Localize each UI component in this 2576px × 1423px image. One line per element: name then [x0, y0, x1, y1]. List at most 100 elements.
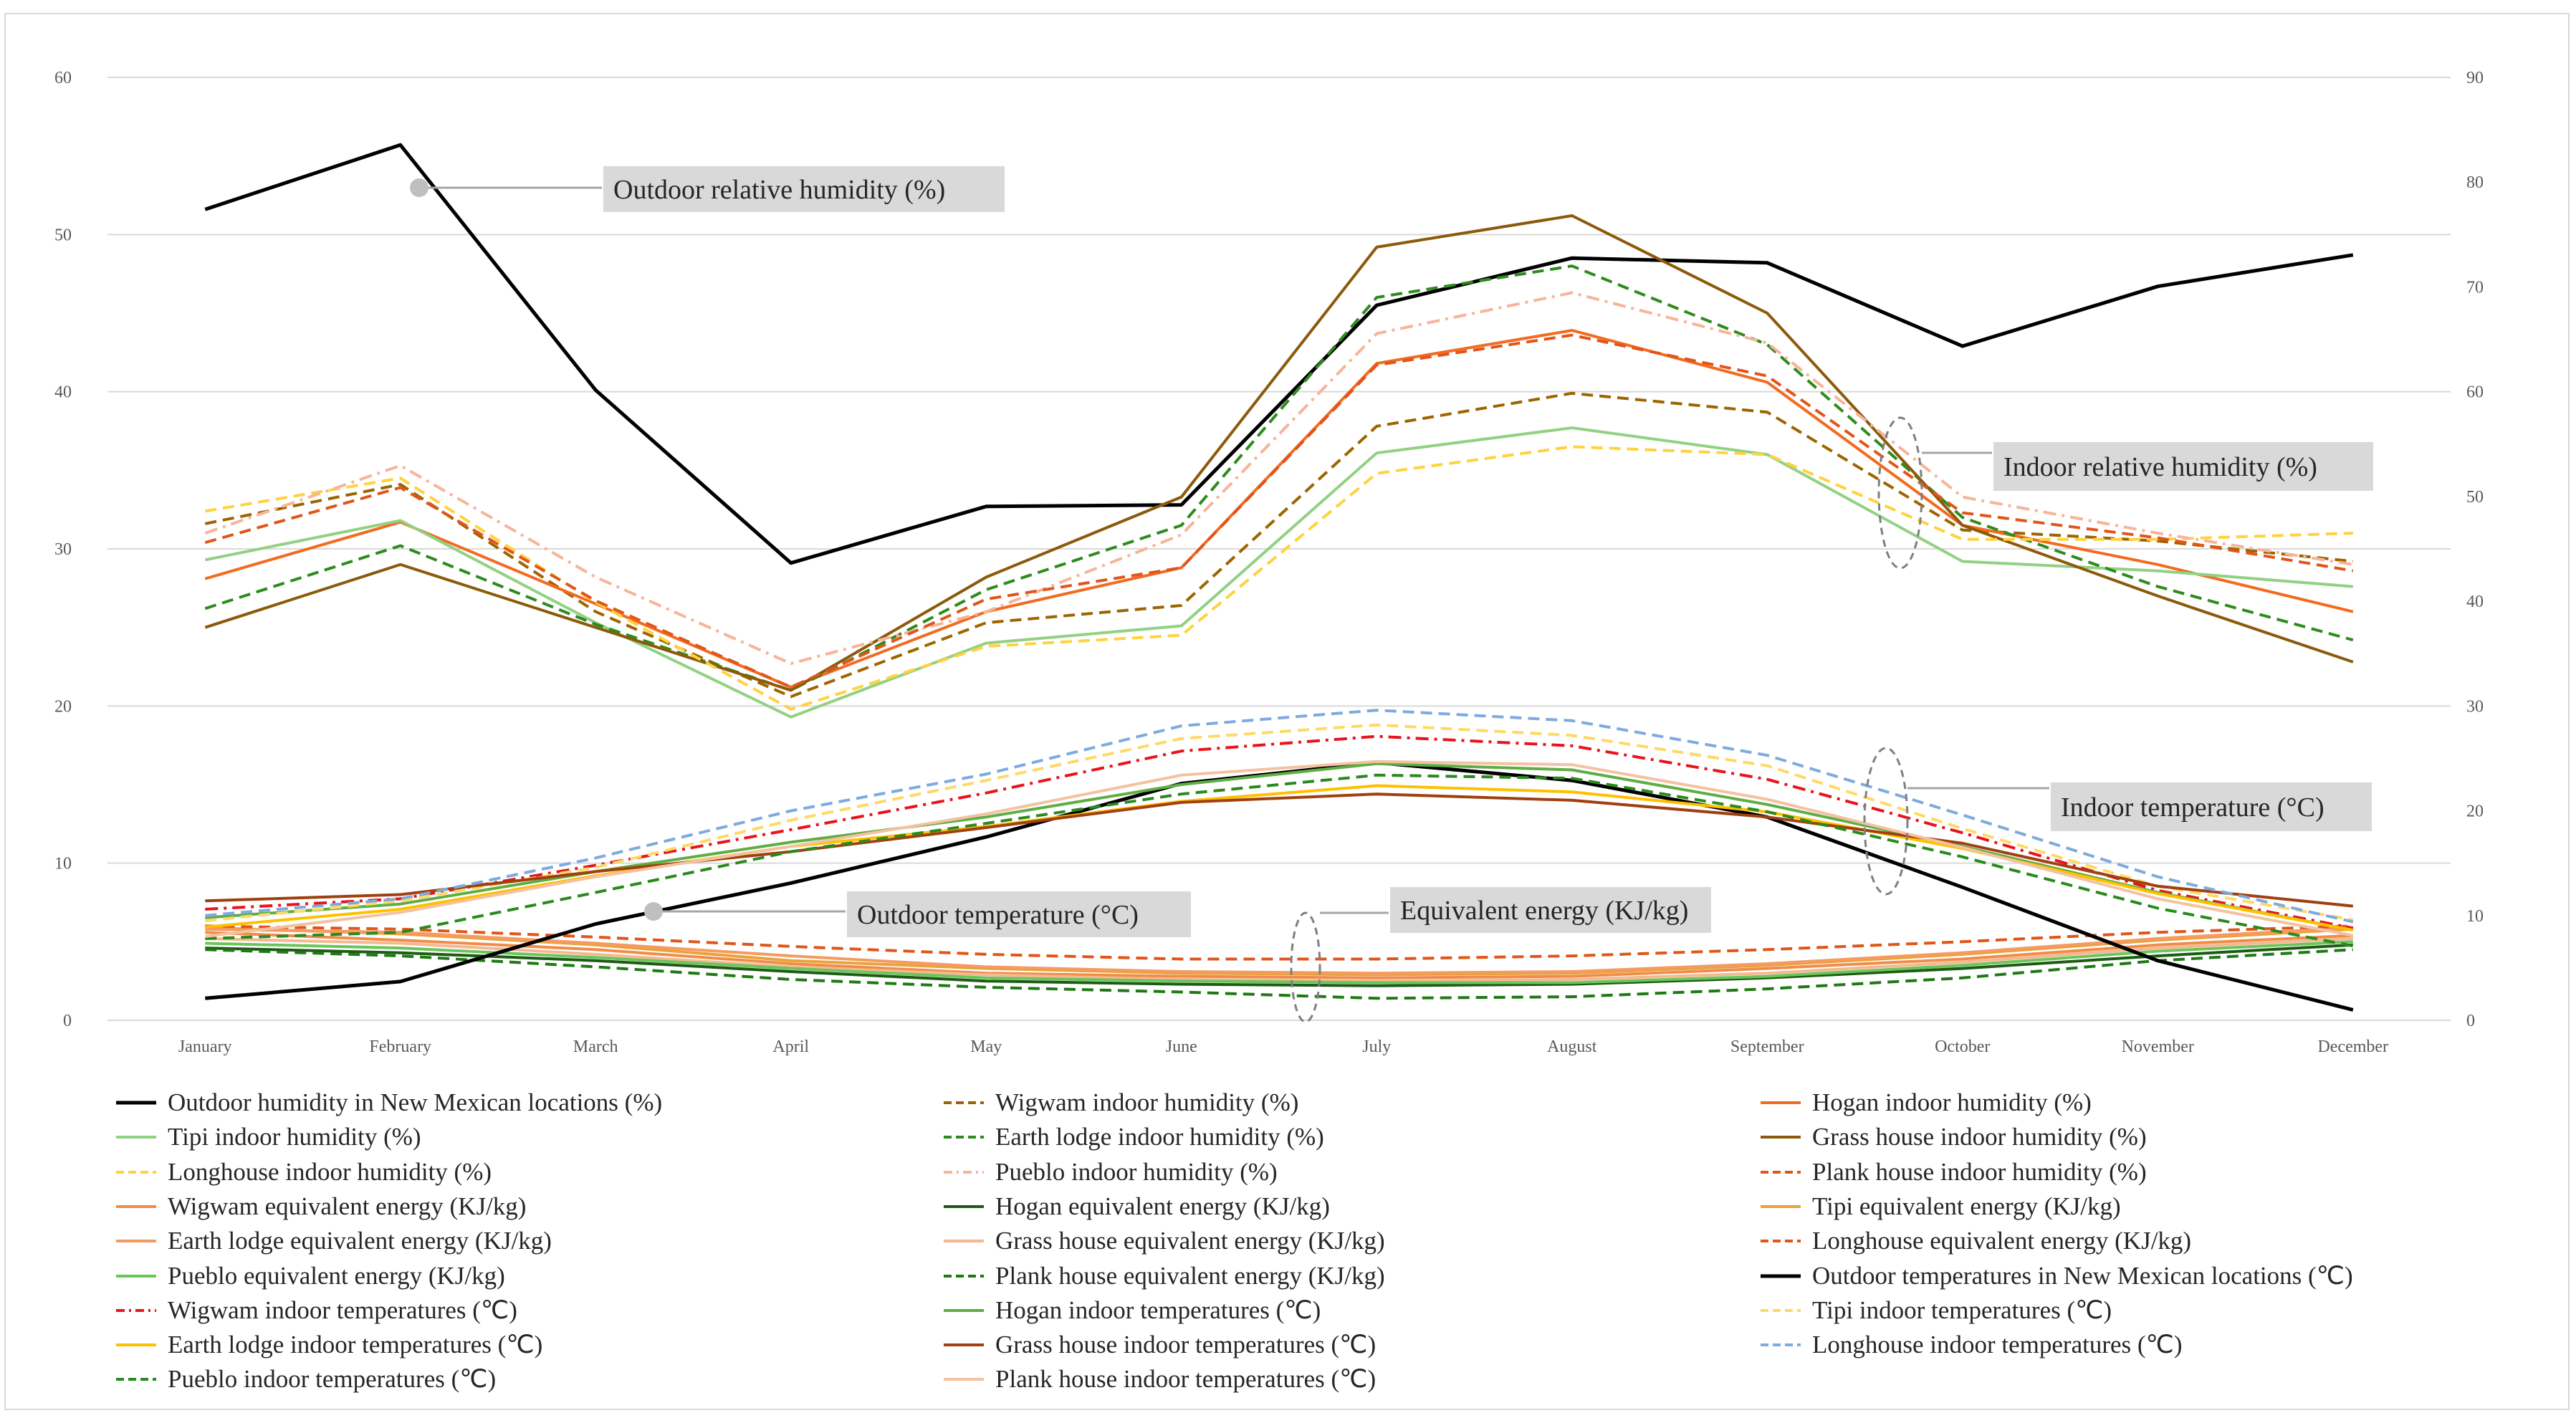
legend-item: Earth lodge indoor humidity (%): [942, 1120, 1324, 1154]
legend-swatch: [1761, 1308, 1801, 1312]
legend-label: Pueblo indoor humidity (%): [995, 1157, 1278, 1186]
legend-item: Wigwam equivalent energy (KJ/kg): [115, 1189, 526, 1224]
legend-swatch: [1761, 1170, 1801, 1174]
x-tick-label: January: [178, 1038, 232, 1056]
series-line: [205, 940, 2353, 984]
series-line: [205, 723, 2354, 923]
legend-swatch: [1761, 1274, 1801, 1278]
legend-item: Wigwam indoor temperatures (℃): [115, 1293, 517, 1328]
legend-swatch: [944, 1136, 984, 1139]
legend-swatch: [116, 1204, 156, 1208]
outdoor-t-box: [847, 891, 1191, 937]
outdoor-rh-marker: [410, 178, 428, 197]
legend-swatch: [944, 1170, 984, 1174]
legend-swatch: [116, 1240, 156, 1243]
legend-swatch: [1761, 1240, 1801, 1243]
series-lines: [204, 143, 2354, 1012]
series-line: [204, 426, 2353, 719]
indoor-t-label: Indoor temperature (°C): [2061, 792, 2324, 823]
y-right-tick-label: 20: [2466, 802, 2484, 821]
legend-label: Wigwam indoor temperatures (℃): [168, 1295, 517, 1324]
outdoor-rh-label: Outdoor relative humidity (%): [613, 175, 945, 205]
legend-item: Grass house indoor humidity (%): [1759, 1120, 2147, 1154]
legend-swatch: [116, 1343, 156, 1347]
legend-swatch: [944, 1240, 984, 1243]
energy-label: Equivalent energy (KJ/kg): [1400, 896, 1688, 926]
legend-item: Plank house equivalent energy (KJ/kg): [942, 1259, 1385, 1293]
series-line: [205, 792, 2354, 908]
series-line: [204, 329, 2354, 689]
legend-swatch: [944, 1308, 984, 1312]
y-right-tick-label: 60: [2466, 383, 2484, 402]
legend-label: Tipi equivalent energy (KJ/kg): [1812, 1192, 2121, 1220]
y-right-tick-label: 10: [2466, 907, 2484, 926]
legend-swatch: [116, 1378, 156, 1381]
series-line: [205, 943, 2353, 987]
legend-label: Longhouse equivalent energy (KJ/kg): [1812, 1227, 2192, 1255]
series-line: [205, 948, 2353, 1000]
outdoor-t-marker: [644, 902, 663, 921]
legend-label: Hogan indoor temperatures (℃): [995, 1295, 1321, 1324]
y-left-tick-label: 0: [63, 1012, 72, 1030]
legend-swatch: [1761, 1136, 1801, 1139]
series-line: [205, 926, 2353, 977]
legend-item: Pueblo indoor temperatures (℃): [115, 1362, 496, 1396]
legend-swatch: [116, 1101, 156, 1105]
legend-swatch: [116, 1170, 156, 1174]
y-left-tick-label: 20: [54, 697, 72, 716]
legend-item: Wigwam indoor humidity (%): [942, 1086, 1298, 1120]
legend-swatch: [944, 1101, 984, 1104]
legend-label: Plank house indoor humidity (%): [1812, 1157, 2147, 1186]
y-right-tick-label: 50: [2466, 488, 2484, 507]
indoor-rh-label: Indoor relative humidity (%): [2003, 452, 2317, 482]
series-line: [204, 264, 2354, 692]
legend-label: Pueblo equivalent energy (KJ/kg): [168, 1261, 505, 1290]
legend-item: Grass house indoor temperatures (℃): [942, 1328, 1376, 1362]
legend-item: Grass house equivalent energy (KJ/kg): [942, 1224, 1385, 1258]
legend-item: Tipi indoor humidity (%): [115, 1120, 421, 1154]
legend-item: Longhouse indoor humidity (%): [115, 1155, 492, 1189]
legend-swatch: [944, 1343, 984, 1347]
left-axis-ticks: 0 10 20 30 40 50 60: [54, 69, 72, 1030]
series-line: [204, 445, 2353, 711]
legend-swatch: [944, 1274, 984, 1278]
indoor-rh-ellipse: [1877, 416, 1923, 570]
legend-item: Pueblo equivalent energy (KJ/kg): [115, 1259, 505, 1293]
legend-item: Outdoor humidity in New Mexican location…: [115, 1086, 662, 1120]
x-tick-label: February: [369, 1038, 431, 1056]
series-line: [205, 773, 2354, 948]
line-chart: 0 10 20 30 40 50 60 0 10 20 30 40 50 60 70 80 90 Januar…: [54, 69, 2484, 1056]
legend-label: Earth lodge equivalent energy (KJ/kg): [168, 1227, 552, 1255]
y-right-tick-label: 90: [2466, 69, 2484, 87]
series-line: [205, 936, 2353, 983]
series-line: [204, 391, 2354, 699]
x-tick-label: October: [1935, 1038, 1990, 1056]
legend-swatch: [1761, 1204, 1801, 1208]
legend-label: Earth lodge indoor humidity (%): [995, 1123, 1324, 1151]
legend-label: Plank house equivalent energy (KJ/kg): [995, 1261, 1385, 1290]
x-tick-label: August: [1547, 1038, 1597, 1056]
x-tick-label: December: [2317, 1038, 2388, 1056]
legend-label: Hogan equivalent energy (KJ/kg): [995, 1192, 1330, 1220]
x-tick-label: September: [1730, 1038, 1804, 1056]
legend-swatch: [116, 1274, 156, 1278]
series-line: [204, 291, 2354, 666]
legend-swatch: [944, 1204, 984, 1208]
annotations: Outdoor relative humidity (%) Indoor rela…: [410, 166, 2373, 1023]
legend-item: Longhouse indoor temperatures (℃): [1759, 1328, 2183, 1362]
x-tick-label: June: [1166, 1038, 1197, 1056]
indoor-t-ellipse: [1863, 747, 1909, 896]
y-right-tick-label: 30: [2466, 697, 2484, 716]
outdoor-t-label: Outdoor temperature (°C): [857, 900, 1139, 930]
legend-label: Grass house indoor humidity (%): [1812, 1123, 2147, 1151]
energy-ellipse: [1290, 911, 1321, 1023]
legend-label: Outdoor temperatures in New Mexican loca…: [1812, 1261, 2353, 1290]
legend-item: Hogan equivalent energy (KJ/kg): [942, 1189, 1330, 1224]
series-line: [205, 762, 2354, 932]
legend-label: Grass house equivalent energy (KJ/kg): [995, 1227, 1385, 1255]
legend-label: Wigwam equivalent energy (KJ/kg): [168, 1192, 527, 1220]
legend-item: Plank house indoor humidity (%): [1759, 1155, 2147, 1189]
legend-item: Earth lodge indoor temperatures (℃): [115, 1328, 542, 1362]
legend-label: Earth lodge indoor temperatures (℃): [168, 1331, 543, 1359]
y-left-tick-label: 30: [54, 540, 72, 559]
